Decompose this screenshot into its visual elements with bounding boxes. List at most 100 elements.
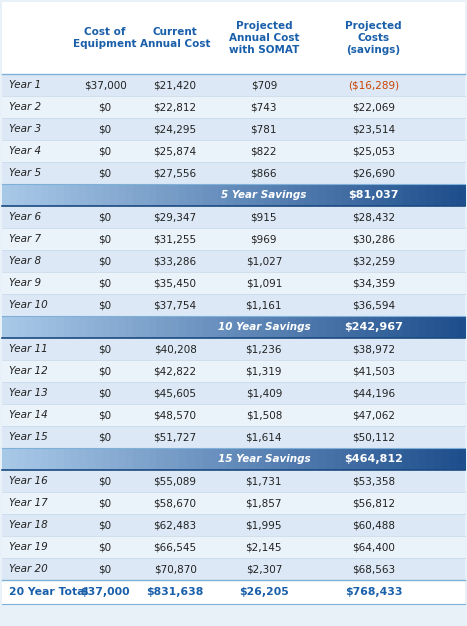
Bar — [257, 184, 265, 206]
Bar — [203, 316, 211, 338]
Bar — [349, 316, 357, 338]
Bar — [141, 448, 149, 470]
Text: $35,450: $35,450 — [154, 278, 197, 288]
Bar — [64, 448, 72, 470]
Bar — [187, 448, 195, 470]
Bar — [87, 448, 95, 470]
Bar — [357, 316, 365, 338]
Bar — [195, 316, 203, 338]
Bar — [264, 316, 273, 338]
Bar — [426, 184, 435, 206]
Text: $0: $0 — [99, 476, 112, 486]
Bar — [380, 316, 389, 338]
Bar — [341, 448, 350, 470]
Bar — [403, 184, 411, 206]
Bar — [326, 448, 334, 470]
Bar — [311, 316, 319, 338]
Text: $37,754: $37,754 — [154, 300, 197, 310]
Text: $1,857: $1,857 — [246, 498, 282, 508]
Bar — [234, 316, 242, 338]
Bar — [388, 184, 396, 206]
Bar — [426, 448, 435, 470]
Bar — [303, 316, 311, 338]
Bar — [126, 316, 134, 338]
Bar — [79, 184, 87, 206]
Text: $242,967: $242,967 — [344, 322, 403, 332]
Text: $70,870: $70,870 — [154, 564, 197, 574]
Bar — [218, 316, 226, 338]
Bar — [133, 184, 142, 206]
Bar — [372, 316, 381, 338]
Bar — [318, 316, 326, 338]
Bar — [203, 184, 211, 206]
Bar — [179, 184, 188, 206]
Text: $24,295: $24,295 — [154, 124, 197, 134]
Bar — [380, 448, 389, 470]
Bar — [2, 184, 10, 206]
Bar — [95, 448, 103, 470]
Text: Year 1: Year 1 — [9, 80, 41, 90]
Bar — [396, 184, 404, 206]
Text: $26,205: $26,205 — [239, 587, 289, 597]
Bar — [41, 448, 49, 470]
Text: Year 10: Year 10 — [9, 300, 48, 310]
Bar — [288, 316, 296, 338]
Bar — [450, 316, 458, 338]
Text: $0: $0 — [99, 300, 112, 310]
Bar — [2, 118, 465, 140]
Bar — [226, 316, 234, 338]
Text: 20 Year Total: 20 Year Total — [9, 587, 88, 597]
Text: $822: $822 — [251, 146, 277, 156]
Text: Projected
Costs
(savings): Projected Costs (savings) — [345, 21, 402, 55]
Bar — [318, 184, 326, 206]
Bar — [341, 184, 350, 206]
Bar — [2, 360, 465, 382]
Text: Year 3: Year 3 — [9, 124, 41, 134]
Bar — [87, 316, 95, 338]
Text: Year 9: Year 9 — [9, 278, 41, 288]
Bar — [2, 382, 465, 404]
Bar — [442, 184, 450, 206]
Text: Year 16: Year 16 — [9, 476, 48, 486]
Text: $1,731: $1,731 — [246, 476, 282, 486]
Text: Year 12: Year 12 — [9, 366, 48, 376]
Bar — [272, 448, 280, 470]
Text: $33,286: $33,286 — [154, 256, 197, 266]
Bar — [56, 448, 64, 470]
Bar — [102, 184, 111, 206]
Bar — [2, 404, 465, 426]
Bar — [257, 316, 265, 338]
Text: $55,089: $55,089 — [154, 476, 197, 486]
Bar — [48, 316, 57, 338]
Bar — [172, 448, 180, 470]
Bar — [334, 316, 342, 338]
Bar — [450, 448, 458, 470]
Bar — [2, 426, 465, 448]
Bar — [203, 448, 211, 470]
Bar — [411, 448, 419, 470]
Text: $29,347: $29,347 — [154, 212, 197, 222]
Text: $60,488: $60,488 — [352, 520, 395, 530]
Text: $34,359: $34,359 — [352, 278, 395, 288]
Bar — [149, 316, 157, 338]
Bar — [419, 316, 427, 338]
Text: $915: $915 — [251, 212, 277, 222]
Bar — [280, 316, 288, 338]
Text: $62,483: $62,483 — [154, 520, 197, 530]
Text: $831,638: $831,638 — [147, 587, 204, 597]
Bar — [341, 316, 350, 338]
Text: $0: $0 — [99, 432, 112, 442]
Bar — [102, 448, 111, 470]
Text: $1,236: $1,236 — [246, 344, 282, 354]
Bar — [2, 492, 465, 514]
Text: Year 19: Year 19 — [9, 542, 48, 552]
Text: Cost of
Equipment: Cost of Equipment — [73, 27, 137, 49]
Bar — [365, 184, 373, 206]
Bar — [2, 250, 465, 272]
Bar — [17, 448, 26, 470]
Bar — [110, 184, 118, 206]
Bar — [280, 184, 288, 206]
Bar — [403, 316, 411, 338]
Bar — [2, 536, 465, 558]
Bar — [234, 448, 242, 470]
